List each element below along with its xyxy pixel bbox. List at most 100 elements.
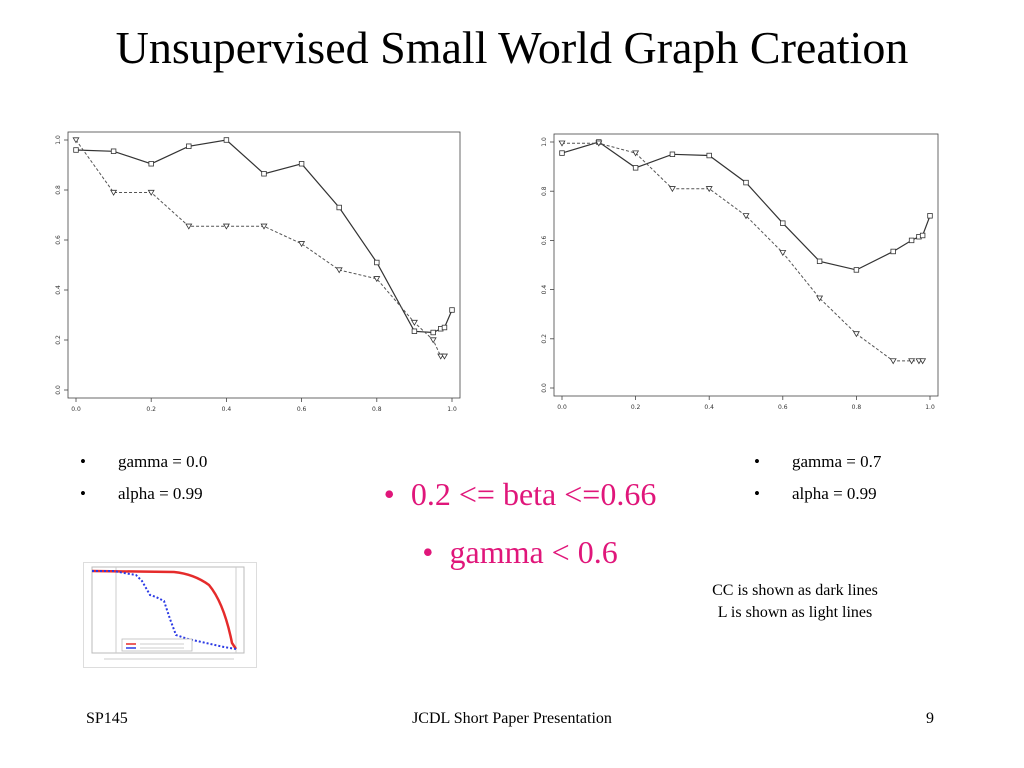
data-point-s0-9 — [411, 328, 418, 334]
right-params: • gamma = 0.7 • alpha = 0.99 — [754, 450, 881, 514]
y-tick-label: 0.6 — [541, 235, 548, 245]
bullet-icon: • — [754, 484, 760, 503]
data-point-s1-10 — [908, 358, 916, 365]
data-point-s0-6 — [780, 220, 786, 226]
series-line-0 — [75, 139, 453, 334]
data-point-s0-4 — [706, 152, 712, 159]
data-point-s0-0 — [73, 147, 79, 153]
left-param-gamma: • gamma = 0.0 — [80, 450, 207, 482]
data-point-s1-9 — [410, 319, 418, 326]
data-point-s1-8 — [373, 276, 381, 283]
x-tick-label: 1.0 — [447, 406, 457, 413]
data-point-s0-6 — [298, 161, 305, 167]
center-bullet-gamma: • gamma < 0.6 — [422, 534, 618, 570]
left-param-alpha: • alpha = 0.99 — [80, 482, 207, 514]
x-tick-label: 0.0 — [557, 404, 567, 411]
data-point-s0-2 — [148, 161, 154, 167]
center-bullets: • 0.2 <= beta <=0.66 • gamma < 0.6 — [300, 472, 740, 588]
data-point-s0-3 — [669, 151, 676, 157]
chart-gamma-0: 0.0 0.2 0.4 0.6 0.8 1.0 0.0 0.2 0.4 0.6 0.8 1.0 — [30, 128, 470, 424]
y-tick-label: 0.8 — [541, 186, 548, 196]
data-point-s0-13 — [449, 307, 455, 313]
data-point-s1-4 — [222, 223, 230, 230]
data-point-s1-8 — [852, 331, 860, 338]
footer-page-number: 9 — [926, 710, 934, 727]
data-point-s1-0 — [558, 140, 566, 147]
note-line-l: L is shown as light lines — [717, 604, 873, 621]
data-point-s1-5 — [260, 223, 268, 230]
chart-gamma-0-7: 0.0 0.2 0.4 0.6 0.8 1.0 0.0 0.2 0.4 0.6 0.8 1.0 — [518, 128, 948, 424]
legend-note: CC is shown as dark lines L is shown as … — [650, 580, 940, 624]
data-point-s1-12 — [440, 353, 448, 360]
data-point-s1-3 — [185, 223, 193, 230]
x-tick-label: 0.0 — [71, 406, 81, 413]
data-point-s1-5 — [742, 213, 750, 220]
y-tick-label: 0.2 — [541, 334, 548, 344]
plot-frame — [553, 133, 939, 397]
x-tick-label: 0.2 — [146, 406, 156, 413]
chart-svg: 0.0 0.2 0.4 0.6 0.8 1.0 0.0 0.2 0.4 0.6 0.8 1.0 — [541, 133, 939, 411]
data-point-s1-10 — [429, 337, 437, 344]
x-tick-label: 0.6 — [778, 404, 788, 411]
bullet-icon: • — [754, 452, 760, 471]
x-tick-label: 0.6 — [297, 406, 307, 413]
data-point-s0-9 — [890, 248, 896, 255]
data-point-s0-7 — [336, 204, 342, 211]
footer-left: SP145 — [86, 710, 128, 727]
center-bullet-beta: • 0.2 <= beta <=0.66 — [383, 476, 657, 512]
data-point-s1-7 — [816, 295, 824, 302]
thumbnail-plot-image — [91, 566, 245, 660]
data-point-s0-13 — [927, 213, 933, 219]
data-point-s0-1 — [110, 148, 117, 154]
data-point-s0-0 — [559, 150, 565, 156]
y-tick-label: 0.2 — [55, 335, 62, 345]
bullet-icon: • — [422, 534, 434, 570]
right-param-gamma: • gamma = 0.7 — [754, 450, 881, 482]
data-point-s1-3 — [668, 186, 676, 193]
bullet-icon: • — [80, 452, 86, 471]
data-point-s0-4 — [223, 137, 230, 143]
data-point-s1-2 — [632, 150, 640, 157]
data-point-s1-9 — [889, 358, 897, 365]
y-tick-label: 1.0 — [541, 137, 548, 147]
chart-svg: 0.0 0.2 0.4 0.6 0.8 1.0 0.0 0.2 0.4 0.6 0.8 1.0 — [55, 131, 461, 413]
x-tick-label: 0.4 — [222, 406, 232, 413]
data-point-s1-12 — [919, 358, 927, 365]
x-tick-label: 0.8 — [852, 404, 862, 411]
series-line-1 — [562, 142, 923, 362]
y-tick-label: 0.4 — [541, 285, 548, 295]
data-point-s0-10 — [908, 237, 915, 244]
data-point-s1-7 — [335, 267, 343, 274]
right-param-alpha: • alpha = 0.99 — [754, 482, 881, 514]
x-tick-label: 0.4 — [704, 404, 714, 411]
data-point-s0-8 — [853, 267, 860, 273]
slide-title: Unsupervised Small World Graph Creation — [115, 22, 909, 73]
data-point-s1-0 — [72, 137, 80, 144]
x-tick-label: 1.0 — [925, 404, 935, 411]
note-line-cc: CC is shown as dark lines — [712, 582, 878, 599]
footer-center: JCDL Short Paper Presentation — [412, 710, 612, 727]
x-tick-label: 0.8 — [372, 406, 382, 413]
data-point-s0-12 — [919, 232, 926, 239]
y-tick-label: 0.4 — [55, 285, 62, 295]
data-point-s1-1 — [110, 189, 118, 196]
series-line-1 — [75, 139, 445, 357]
left-params: • gamma = 0.0 • alpha = 0.99 — [80, 450, 207, 514]
y-tick-label: 0.8 — [55, 185, 62, 195]
data-point-s1-6 — [779, 250, 787, 257]
data-point-s1-4 — [705, 186, 713, 193]
y-tick-label: 1.0 — [55, 135, 62, 145]
y-tick-label: 0.0 — [55, 385, 62, 395]
data-point-s0-5 — [261, 171, 267, 177]
x-tick-label: 0.2 — [631, 404, 641, 411]
series-line-0 — [561, 141, 931, 271]
plot-frame — [67, 131, 461, 399]
bullet-icon: • — [80, 484, 86, 503]
thumbnail-plot — [83, 562, 257, 668]
y-tick-label: 0.6 — [55, 235, 62, 245]
data-point-s0-10 — [430, 329, 436, 336]
data-point-s1-1 — [595, 140, 603, 147]
y-tick-label: 0.0 — [541, 383, 548, 393]
data-point-s0-2 — [632, 165, 639, 171]
data-point-s1-2 — [147, 189, 155, 196]
